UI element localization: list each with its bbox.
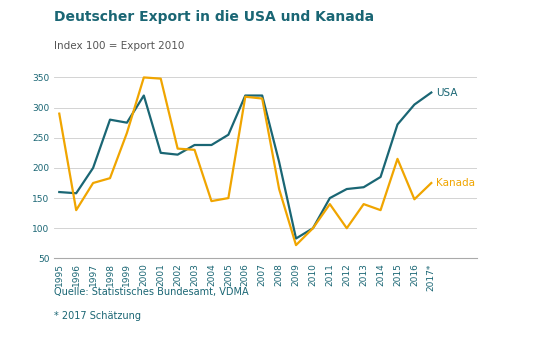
Text: Index 100 = Export 2010: Index 100 = Export 2010 [54,41,185,51]
Text: Deutscher Export in die USA und Kanada: Deutscher Export in die USA und Kanada [54,10,375,24]
Text: USA: USA [436,87,458,98]
Text: Kanada: Kanada [436,178,475,188]
Text: Quelle: Statistisches Bundesamt, VDMA: Quelle: Statistisches Bundesamt, VDMA [54,287,249,297]
Text: * 2017 Schätzung: * 2017 Schätzung [54,311,141,321]
